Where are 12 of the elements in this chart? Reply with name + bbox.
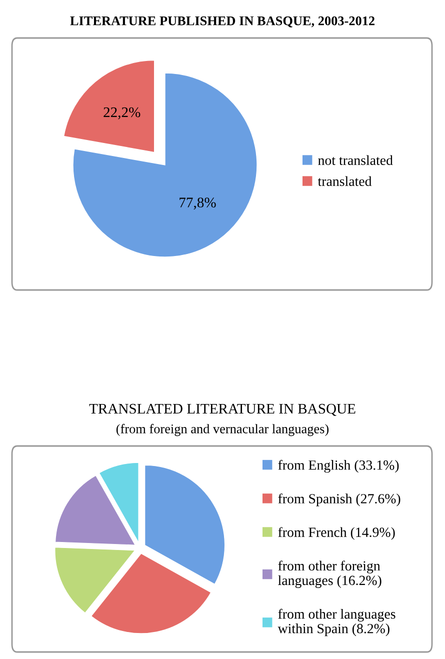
legend-label: from English (33.1%): [278, 460, 399, 473]
legend-label: from French (14.9%): [278, 527, 395, 540]
chart-subtitle: (from foreign and vernacular languages): [116, 424, 329, 436]
data-label: 22,2%: [104, 107, 140, 120]
legend-label: from Spanish (27.6%): [278, 494, 400, 506]
legend-label: not translated: [318, 155, 393, 166]
legend-label: from other languages within Spain (8.2%): [278, 608, 396, 636]
data-label: 77,8%: [180, 198, 216, 210]
legend-label: translated: [318, 176, 372, 186]
chart-title: LITERATURE PUBLISHED IN BASQUE, 2003-2012: [70, 16, 374, 28]
legend-label: from other foreign languages (16.2%): [278, 560, 382, 588]
chart-title: TRANSLATED LITERATURE IN BASQUE: [89, 404, 356, 416]
